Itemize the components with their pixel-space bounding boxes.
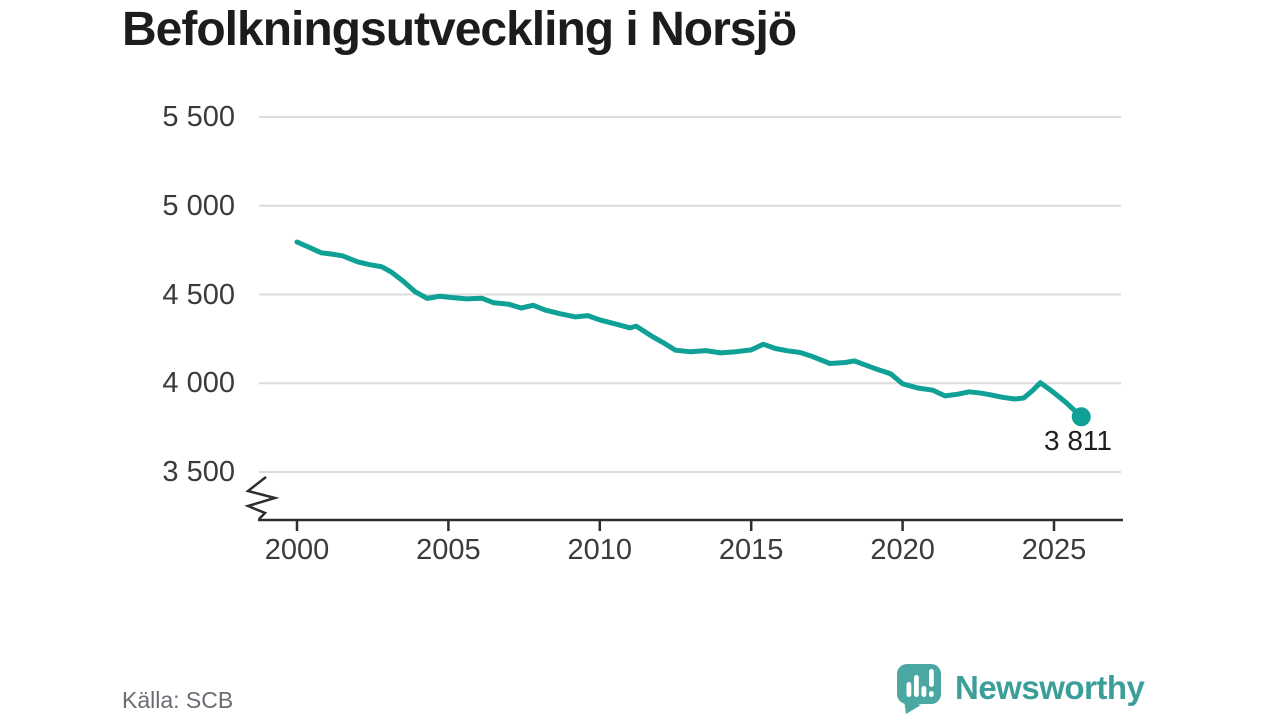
newsworthy-icon (897, 664, 941, 714)
end-value-label: 3 811 (1044, 425, 1112, 456)
x-tick-label: 2005 (416, 534, 481, 566)
y-tick-label: 5 500 (162, 101, 235, 133)
x-tick-label: 2015 (718, 534, 784, 566)
x-tick-label: 2000 (264, 534, 330, 566)
chart-title: Befolkningsutveckling i Norsjö (122, 3, 797, 56)
population-trend-line (294, 239, 1084, 420)
y-tick-label: 5 000 (162, 189, 235, 222)
x-tick-label: 2020 (870, 534, 935, 566)
axis-break-zigzag-icon (244, 476, 280, 520)
y-tick-label: 3 500 (162, 456, 235, 488)
newsworthy-logo: Newsworthy (895, 663, 1145, 714)
y-tick-label: 4 000 (162, 367, 235, 400)
newsworthy-wordmark: Newsworthy (955, 669, 1145, 706)
x-tick-label: 2025 (1021, 534, 1087, 566)
end-point-marker (1071, 407, 1091, 427)
y-tick-label: 4 500 (162, 278, 235, 311)
x-tick-label: 2010 (567, 534, 633, 566)
source-label: Källa: SCB (122, 687, 234, 713)
